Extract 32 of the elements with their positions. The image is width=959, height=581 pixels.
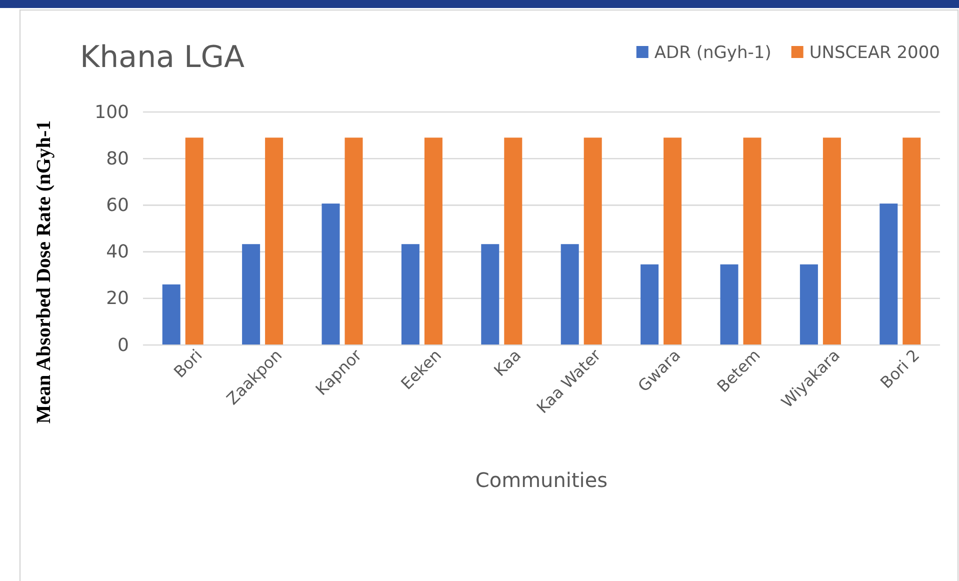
- chart-title: Khana LGA: [80, 40, 245, 75]
- bar: [664, 138, 682, 345]
- bar: [504, 138, 522, 345]
- bar: [584, 138, 602, 345]
- y-tick-label: 0: [118, 334, 129, 356]
- bar: [822, 138, 841, 345]
- bar: [242, 244, 260, 345]
- bar: [800, 264, 818, 345]
- bar: [640, 264, 659, 345]
- bar: [322, 204, 340, 345]
- bar: [185, 138, 204, 345]
- bar: [720, 264, 738, 345]
- bar: [560, 244, 579, 345]
- y-tick-label: 40: [106, 242, 129, 263]
- bar: [902, 138, 921, 345]
- bar: [265, 138, 284, 345]
- bar: [743, 138, 762, 345]
- x-tick-label: Kaa: [490, 346, 525, 380]
- y-tick-label: 20: [106, 288, 129, 310]
- bar: [880, 204, 898, 345]
- y-tick-label: 60: [106, 194, 129, 216]
- legend-label: ADR (nGyh-1): [654, 43, 772, 63]
- bar: [424, 138, 442, 345]
- y-tick-label: 80: [106, 148, 129, 170]
- y-axis-title: Mean Absorbed Dose Rate (nGyh-1: [33, 120, 55, 424]
- bar: [481, 244, 500, 345]
- bar: [401, 244, 420, 345]
- bar: [162, 284, 180, 345]
- y-tick-label: 100: [94, 102, 129, 123]
- legend-label: UNSCEAR 2000: [809, 43, 940, 63]
- bar: [344, 138, 363, 345]
- x-axis-title: Communities: [475, 468, 608, 492]
